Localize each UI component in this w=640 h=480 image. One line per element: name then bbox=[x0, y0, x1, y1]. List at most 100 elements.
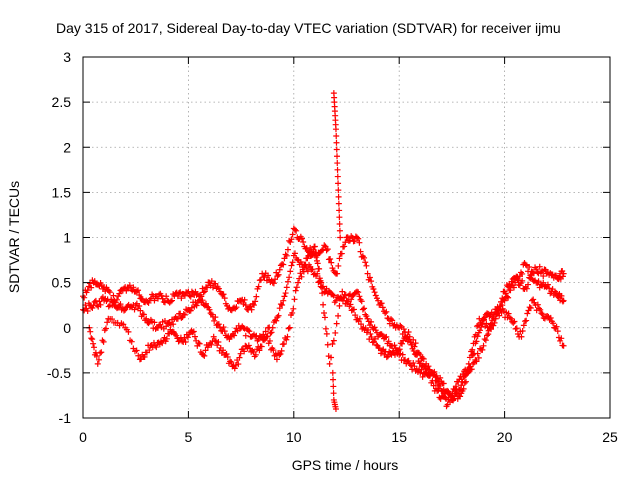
data-point-track-a bbox=[363, 262, 370, 269]
data-point-track-a bbox=[533, 266, 540, 273]
data-point-track-b bbox=[332, 297, 339, 304]
data-point-track-c bbox=[214, 342, 221, 349]
data-point-track-c bbox=[297, 270, 304, 277]
data-point-track-b bbox=[273, 317, 280, 324]
data-point-track-b bbox=[462, 378, 469, 385]
data-point-track-c bbox=[318, 279, 325, 286]
data-point-track-c bbox=[470, 340, 477, 347]
data-point-track-c bbox=[537, 306, 544, 313]
data-point-track-a bbox=[361, 254, 368, 261]
data-point-track-c bbox=[104, 319, 111, 326]
data-point-track-b bbox=[221, 328, 228, 335]
x-tick-label: 0 bbox=[79, 429, 87, 445]
data-point-spike bbox=[336, 227, 343, 234]
data-point-track-a bbox=[187, 293, 194, 300]
data-point-track-a bbox=[519, 277, 526, 284]
data-point-track-a bbox=[389, 317, 396, 324]
data-point-track-b bbox=[383, 333, 390, 340]
data-point-track-c bbox=[223, 350, 230, 357]
y-tick-label: 0.5 bbox=[52, 275, 72, 291]
data-point-track-a bbox=[537, 269, 544, 276]
data-point-track-b bbox=[287, 268, 294, 275]
data-point-track-b bbox=[174, 315, 181, 322]
data-point-track-b bbox=[303, 265, 310, 272]
data-point-track-c bbox=[478, 321, 485, 328]
data-point-track-a bbox=[233, 304, 240, 311]
data-point-track-a bbox=[91, 278, 98, 285]
data-point-track-c bbox=[249, 347, 256, 354]
data-point-track-b bbox=[289, 259, 296, 266]
data-point-track-c bbox=[492, 315, 499, 322]
data-point-track-b bbox=[329, 291, 336, 298]
data-point-track-c bbox=[373, 341, 380, 348]
data-point-track-b bbox=[143, 315, 150, 322]
data-point-track-a bbox=[356, 239, 363, 246]
data-point-track-c bbox=[290, 305, 297, 312]
data-point-track-b bbox=[437, 374, 444, 381]
data-point-track-a bbox=[379, 304, 386, 311]
data-point-track-a bbox=[328, 259, 335, 266]
data-point-track-c bbox=[241, 348, 248, 355]
data-point-track-c bbox=[98, 349, 105, 356]
data-point-track-c bbox=[181, 335, 188, 342]
data-point-track-c bbox=[483, 320, 490, 327]
data-point-track-b bbox=[417, 369, 424, 376]
data-point-track-a bbox=[241, 296, 248, 303]
data-point-track-c bbox=[120, 321, 127, 328]
data-point-track-c bbox=[276, 351, 283, 358]
data-point-track-b bbox=[215, 321, 222, 328]
y-tick-label: 0 bbox=[63, 320, 71, 336]
x-tick-label: 25 bbox=[602, 429, 618, 445]
data-point-track-a bbox=[136, 291, 143, 298]
data-point-track-c bbox=[201, 352, 208, 359]
y-tick-label: 3 bbox=[63, 49, 71, 65]
data-point-track-c bbox=[141, 353, 148, 360]
data-point-track-a bbox=[559, 273, 566, 280]
data-point-track-a bbox=[130, 284, 137, 291]
data-point-spike bbox=[334, 153, 341, 160]
data-point-track-b bbox=[242, 332, 249, 339]
data-point-track-a bbox=[261, 273, 268, 280]
data-point-track-b bbox=[117, 301, 124, 308]
data-point-track-a bbox=[250, 302, 257, 309]
data-point-track-b bbox=[279, 301, 286, 308]
data-point-track-c bbox=[128, 338, 135, 345]
data-point-track-a bbox=[159, 295, 166, 302]
data-point-track-c bbox=[488, 326, 495, 333]
data-point-track-c bbox=[258, 343, 265, 350]
data-point-track-c bbox=[458, 376, 465, 383]
data-point-spike bbox=[335, 180, 342, 187]
data-point-track-b bbox=[181, 311, 188, 318]
axis-ticks: -1 -0.5 0 0.5 1 1.5 2 2.5 3 0 5 10 15 20 25 bbox=[47, 49, 618, 445]
data-point-track-a bbox=[151, 297, 158, 304]
data-point-track-c bbox=[421, 363, 428, 370]
data-point-track-b bbox=[170, 321, 177, 328]
data-point-track-b bbox=[318, 284, 325, 291]
data-point-track-b bbox=[193, 302, 200, 309]
data-point-track-b bbox=[204, 303, 211, 310]
data-point-track-c bbox=[224, 353, 231, 360]
data-point-track-a bbox=[400, 326, 407, 333]
data-point-track-c bbox=[442, 394, 449, 401]
data-point-track-a bbox=[481, 336, 488, 343]
data-point-track-a bbox=[145, 299, 152, 306]
data-point-spike bbox=[334, 160, 341, 167]
data-point-track-c bbox=[550, 320, 557, 327]
data-point-track-c bbox=[278, 347, 285, 354]
data-point-track-a bbox=[220, 291, 227, 298]
data-point-track-c bbox=[505, 310, 512, 317]
data-point-spike bbox=[335, 200, 342, 207]
data-point-track-b bbox=[471, 350, 478, 357]
data-point-track-b bbox=[89, 305, 96, 312]
data-point-track-c bbox=[441, 393, 448, 400]
data-point-track-c bbox=[322, 325, 329, 332]
data-point-track-b bbox=[505, 294, 512, 301]
data-point-track-a bbox=[293, 227, 300, 234]
data-point-track-b bbox=[358, 298, 365, 305]
data-point-track-b bbox=[286, 274, 293, 281]
data-point-track-a bbox=[169, 297, 176, 304]
data-point-spike bbox=[334, 173, 341, 180]
data-point-track-a bbox=[274, 273, 281, 280]
data-point-track-a bbox=[342, 239, 349, 246]
data-point-track-c bbox=[94, 360, 101, 367]
